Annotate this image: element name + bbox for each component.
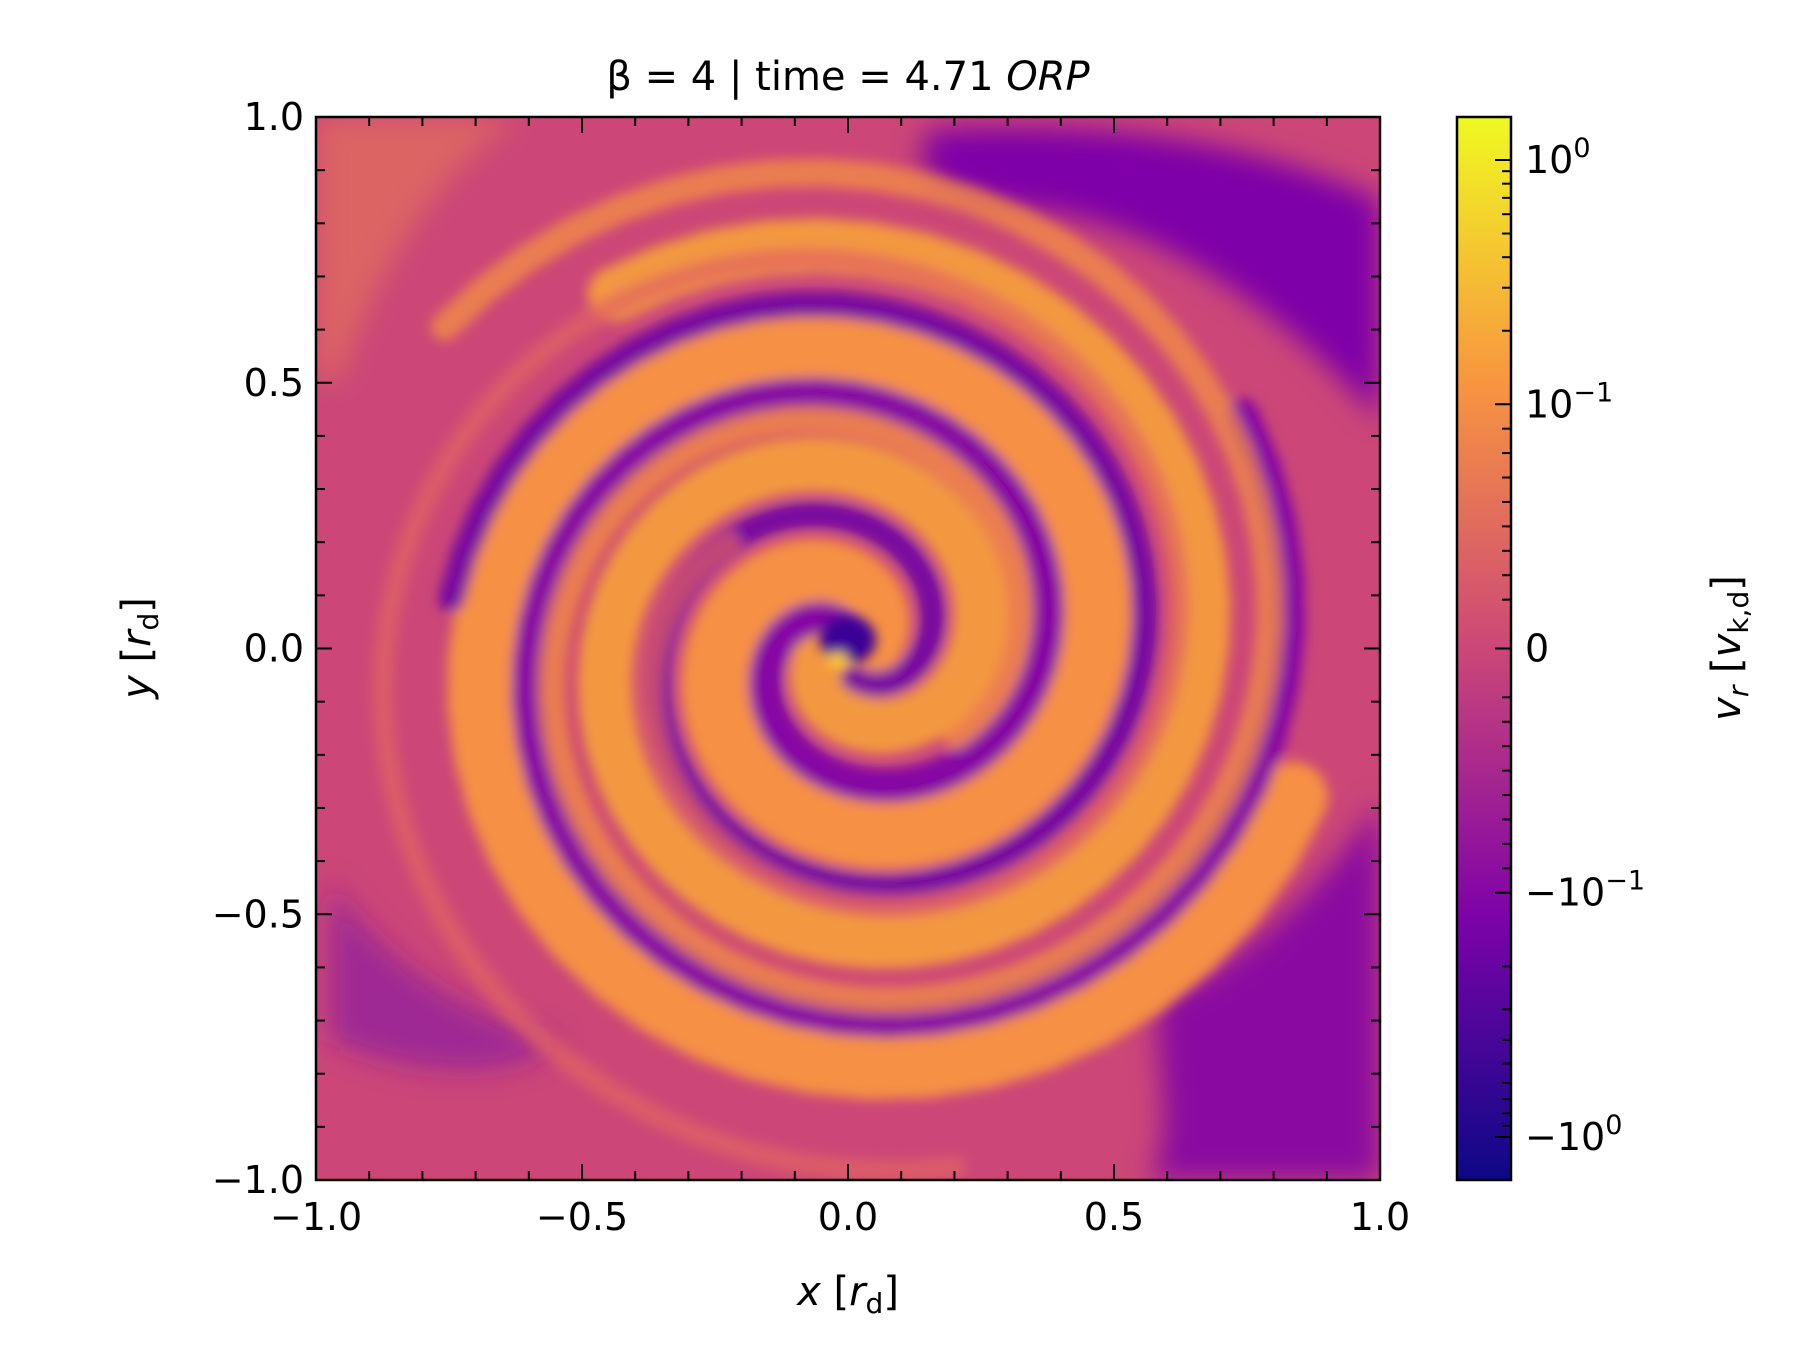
x-tick-labels: −1.0 −0.5 0.0 0.5 1.0 [270,1195,1410,1239]
spiral-arm [430,158,1285,1015]
spiral-arm [371,247,1190,1180]
x-tick-label: −1.0 [270,1195,362,1239]
x-tick-label: −0.5 [536,1195,628,1239]
spiral-arm [511,377,1306,1039]
colorbar-tick-label: −100 [1525,1110,1622,1159]
colorbar-tick-label: 10−1 [1525,377,1613,426]
y-tick-label: 0.5 [244,361,304,405]
colorbar [1455,115,1513,1182]
spiral-arm [577,218,1231,969]
colorbar-tick-labels: 100 10−1 0 −10−1 −100 [1525,133,1645,1159]
y-tick-label: 0.0 [244,627,304,671]
spiral-arms [371,158,1328,1180]
x-tick-label: 0.5 [1084,1195,1144,1239]
y-tick-label: −0.5 [212,892,304,936]
chart-title: β = 4 | time = 4.71 ORP [606,54,1090,100]
colorbar-label: vr [vk,d] [1704,575,1755,721]
colorbar-ticks [1495,159,1511,1138]
x-axis-label: x [rd] [795,1269,899,1320]
spiral-arm [438,291,1159,900]
y-axis-label: y [rd] [114,597,165,700]
heatmap-field [316,117,1380,1180]
colorbar-tick-label: 100 [1525,133,1591,182]
y-tick-label: 1.0 [244,95,304,139]
axis-ticks [315,116,1381,1181]
colorbar-tick-label: 0 [1525,627,1549,671]
spiral-arm [447,312,1328,1100]
colorbar-tick-label: −10−1 [1525,866,1645,915]
x-tick-label: 0.0 [818,1195,878,1239]
x-tick-label: 1.0 [1350,1195,1410,1239]
y-tick-labels: −1.0 −0.5 0.0 0.5 1.0 [212,95,304,1202]
y-tick-label: −1.0 [212,1158,304,1202]
